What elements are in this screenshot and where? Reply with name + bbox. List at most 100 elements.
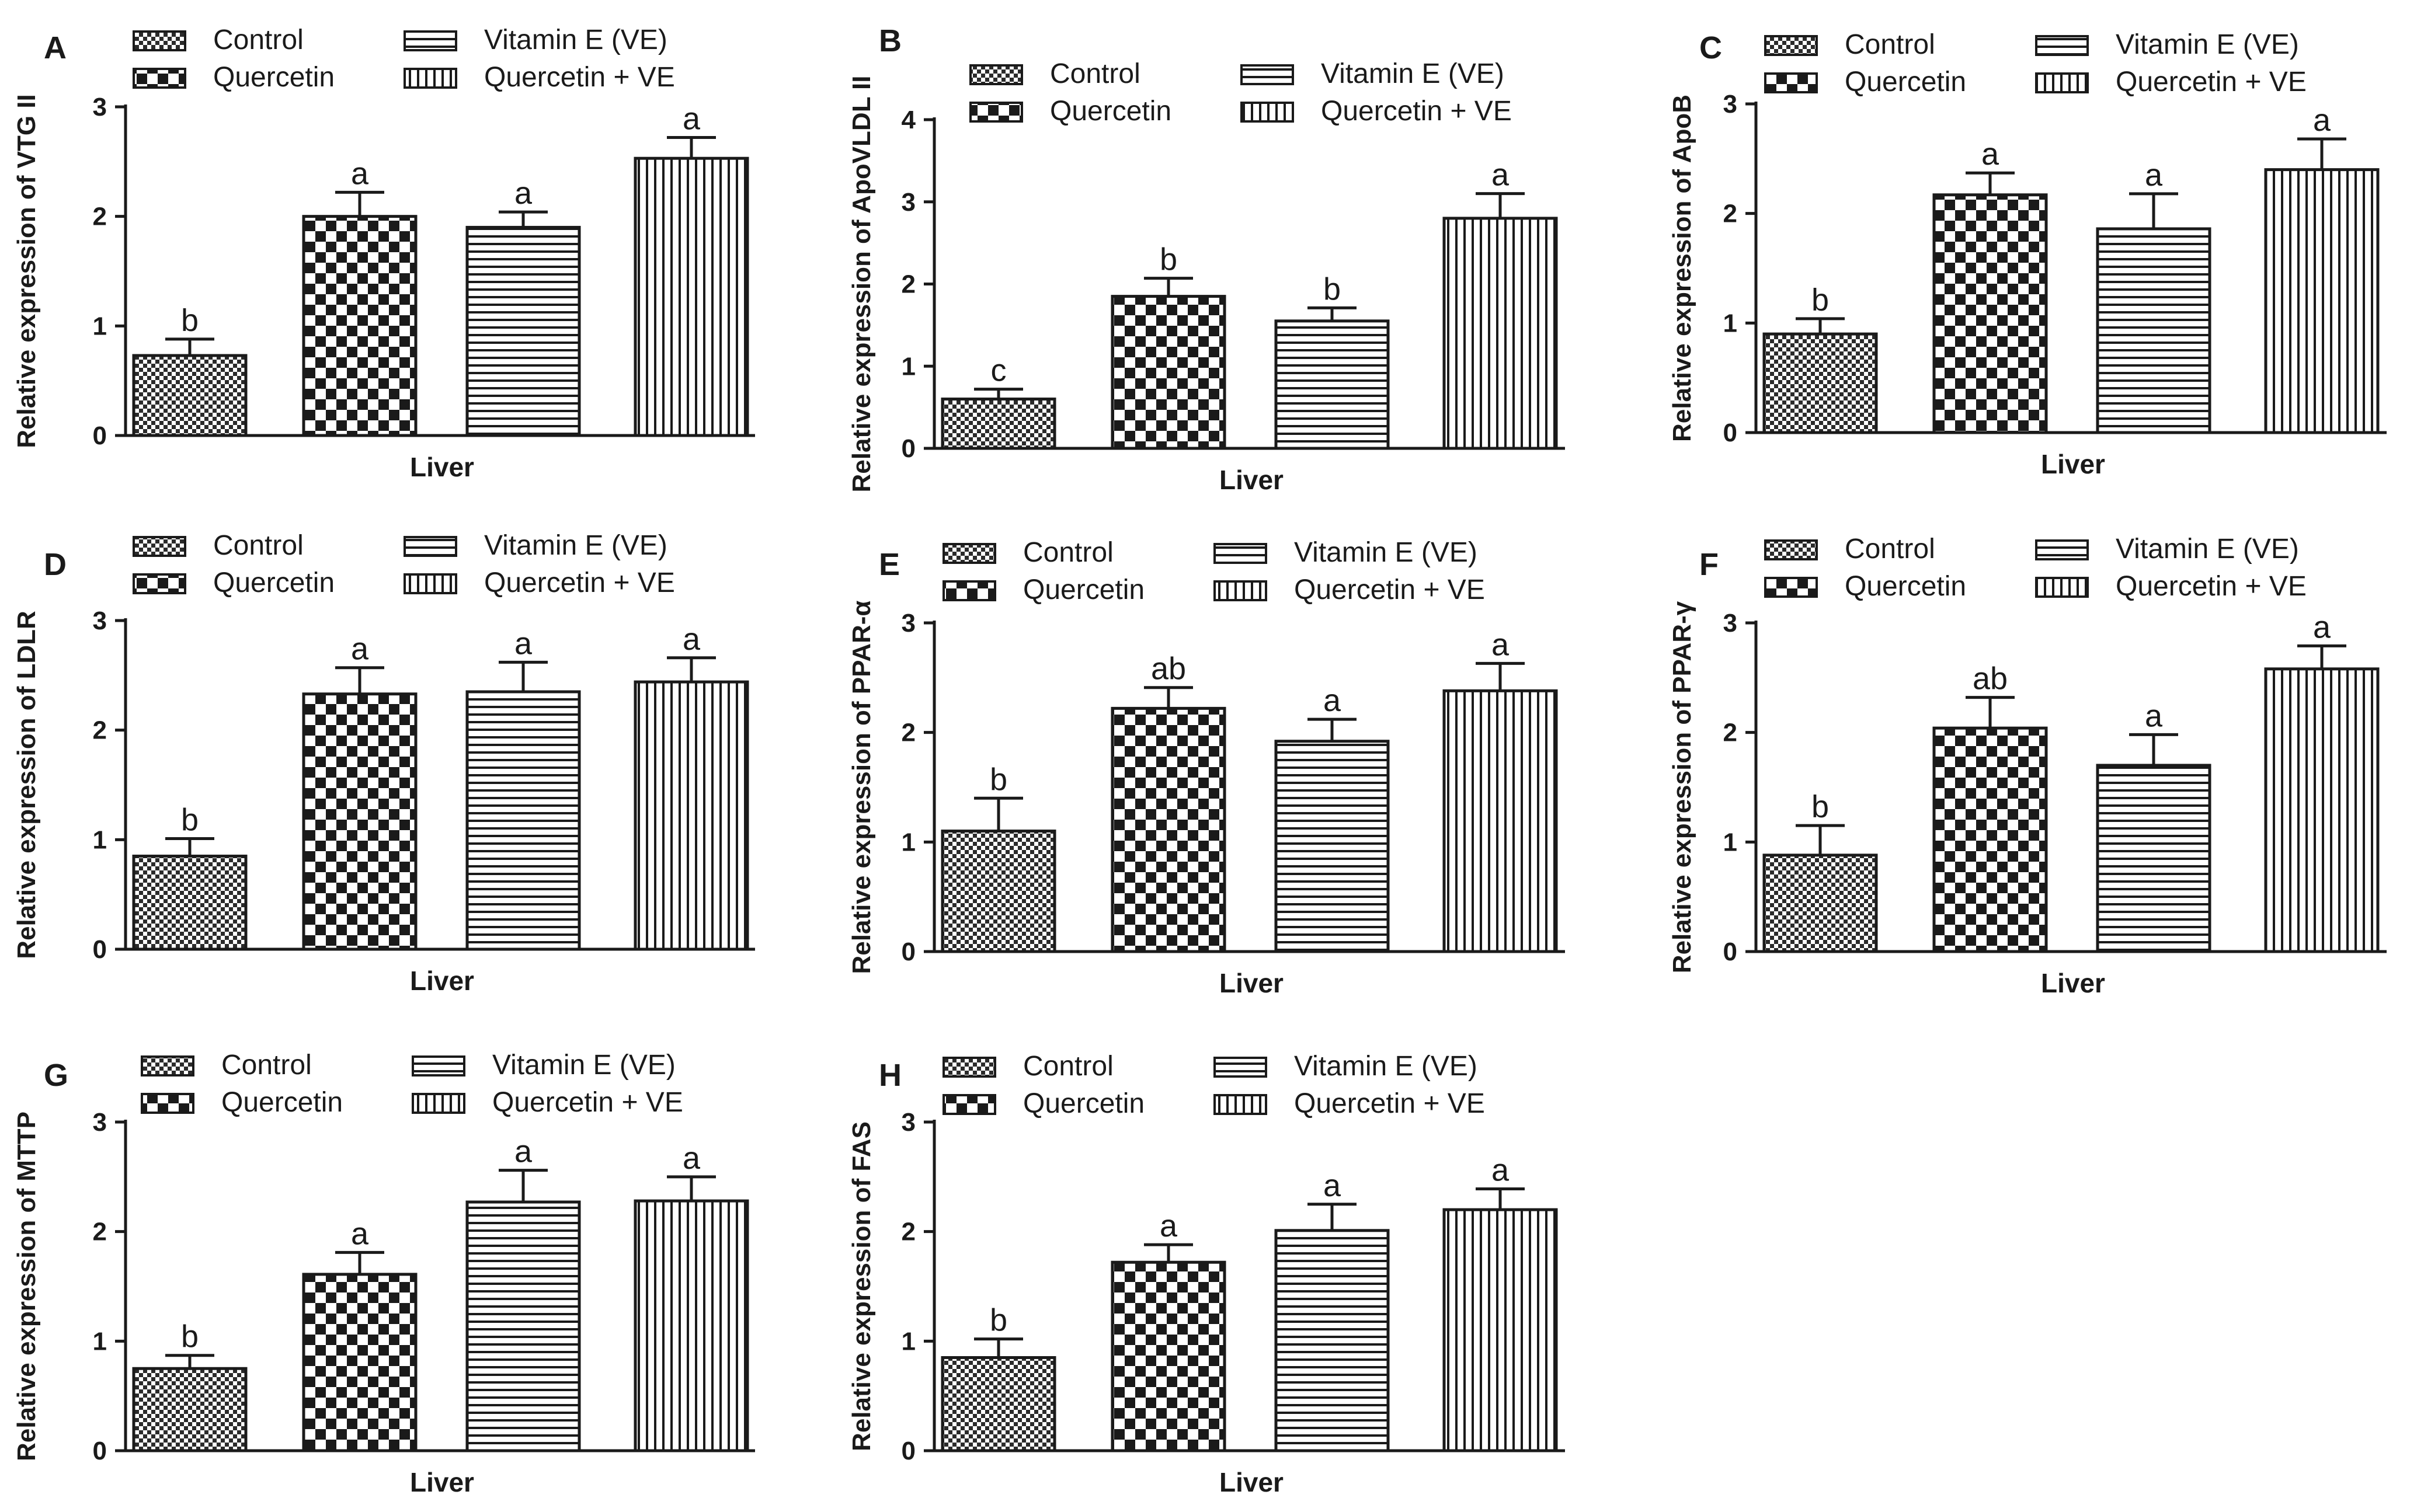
y-tick-label: 3	[93, 1108, 107, 1137]
significance-label: a	[2145, 698, 2163, 733]
bar-control	[1762, 332, 1878, 434]
y-tick-label: 1	[93, 1327, 107, 1356]
bar-quercetin	[302, 215, 418, 437]
significance-label: b	[1323, 271, 1341, 306]
legend-swatch-control	[943, 1057, 996, 1078]
significance-label: a	[351, 156, 369, 191]
legend-swatch-control	[133, 536, 186, 557]
legend-swatch-vitamin-e-ve	[1240, 64, 1294, 85]
panel-d: D Control Vitamin E (VE) Quercetin Quercetin…	[12, 530, 755, 996]
significance-label: a	[683, 102, 701, 137]
panel-e: E Control Vitamin E (VE) Quercetin Quercetin…	[847, 537, 1565, 998]
y-tick-label: 3	[1723, 90, 1737, 119]
significance-label: a	[2313, 609, 2331, 644]
legend-swatch-control	[943, 543, 996, 564]
bar-quercetin-ve	[1442, 1208, 1558, 1452]
bar-control	[1762, 853, 1878, 953]
bar-quercetin-ve	[2264, 667, 2380, 953]
bar-quercetin	[1111, 295, 1226, 450]
legend-swatch-control	[1764, 35, 1818, 56]
y-tick-label: 0	[93, 421, 107, 450]
y-axis-label: Relative expression of PPAR-α	[847, 601, 876, 974]
legend-swatch-vitamin-e-ve	[2035, 539, 2089, 560]
panel-h: H Control Vitamin E (VE) Quercetin Quercetin…	[847, 1051, 1565, 1497]
legend-label-quercetin: Quercetin	[1845, 571, 1966, 602]
legend-swatch-quercetin-ve	[1213, 580, 1267, 601]
legend-swatch-quercetin	[133, 573, 186, 594]
legend-swatch-vitamin-e-ve	[404, 30, 457, 51]
significance-label: a	[683, 622, 701, 657]
bar-control	[941, 830, 1056, 953]
legend-swatch-quercetin-ve	[412, 1093, 465, 1114]
y-tick-label: 1	[1723, 309, 1737, 337]
y-tick-label: 2	[1723, 719, 1737, 747]
legend-swatch-control	[141, 1055, 194, 1076]
bar-control	[941, 1356, 1056, 1452]
bar-vitamin-e-ve	[1274, 740, 1390, 953]
y-tick-label: 2	[902, 1218, 916, 1246]
bar-vitamin-e-ve	[465, 690, 581, 951]
x-axis-label: Liver	[410, 452, 474, 482]
legend-swatch-quercetin-ve	[2035, 577, 2089, 598]
panel-label: F	[1699, 547, 1719, 582]
legend-swatch-quercetin-ve	[2035, 72, 2089, 93]
y-tick-label: 1	[93, 825, 107, 854]
legend-label-vitamin-e-ve: Vitamin E (VE)	[1321, 58, 1504, 89]
bar-vitamin-e-ve	[2096, 764, 2211, 953]
x-axis-label: Liver	[2041, 968, 2105, 998]
bar-control	[132, 354, 248, 437]
legend-swatch-quercetin	[943, 1094, 996, 1115]
significance-label: a	[351, 632, 369, 667]
legend-label-control: Control	[213, 530, 304, 561]
legend-label-quercetin: Quercetin	[1050, 96, 1171, 127]
y-tick-label: 4	[902, 106, 916, 134]
y-tick-label: 3	[902, 609, 916, 637]
y-tick-label: 3	[902, 1108, 916, 1137]
legend-swatch-quercetin-ve	[404, 573, 457, 594]
bar-quercetin-ve	[1442, 689, 1558, 953]
bar-vitamin-e-ve	[2096, 227, 2211, 434]
y-tick-label: 2	[93, 203, 107, 231]
x-axis-label: Liver	[1219, 465, 1284, 495]
significance-label: b	[1160, 242, 1177, 277]
legend-swatch-quercetin	[133, 68, 186, 89]
panel-label: C	[1699, 30, 1722, 65]
panel-label: B	[879, 23, 902, 58]
x-axis-label: Liver	[2041, 449, 2105, 479]
legend-label-quercetin-ve: Quercetin + VE	[2116, 571, 2307, 602]
y-tick-label: 0	[902, 1437, 916, 1465]
y-axis-label: Relative expression of PPAR-γ	[1668, 601, 1696, 973]
bar-quercetin	[1932, 193, 2048, 434]
y-tick-label: 2	[1723, 200, 1737, 228]
y-tick-label: 0	[902, 434, 916, 463]
significance-label: a	[1160, 1208, 1178, 1243]
legend-swatch-quercetin	[1764, 577, 1818, 598]
y-tick-label: 1	[902, 828, 916, 856]
bar-quercetin	[302, 1273, 418, 1452]
panel-label: E	[879, 547, 900, 582]
significance-label: b	[990, 1303, 1007, 1338]
x-axis-label: Liver	[410, 966, 474, 996]
legend-label-vitamin-e-ve: Vitamin E (VE)	[492, 1050, 676, 1081]
significance-label: a	[1491, 1152, 1510, 1187]
y-tick-label: 2	[902, 270, 916, 299]
significance-label: a	[2145, 158, 2163, 193]
y-tick-label: 2	[93, 716, 107, 745]
panel-label: A	[44, 30, 67, 65]
legend-label-quercetin-ve: Quercetin + VE	[2116, 67, 2307, 97]
significance-label: a	[683, 1141, 701, 1176]
legend-label-quercetin-ve: Quercetin + VE	[1294, 1088, 1485, 1119]
significance-label: b	[1811, 789, 1829, 824]
significance-label: a	[1981, 137, 1999, 172]
significance-label: b	[181, 802, 199, 837]
panel-b: B Control Vitamin E (VE) Quercetin Quercetin…	[847, 23, 1565, 495]
bar-control	[132, 854, 248, 951]
significance-label: a	[514, 626, 533, 661]
significance-label: a	[514, 1134, 533, 1169]
legend-swatch-quercetin	[141, 1093, 194, 1114]
y-tick-label: 0	[93, 1437, 107, 1465]
legend-swatch-vitamin-e-ve	[1213, 543, 1267, 564]
legend-label-quercetin: Quercetin	[1023, 1088, 1145, 1119]
panel-label: D	[44, 547, 67, 582]
panel-c: C Control Vitamin E (VE) Quercetin Quercetin…	[1668, 29, 2387, 479]
